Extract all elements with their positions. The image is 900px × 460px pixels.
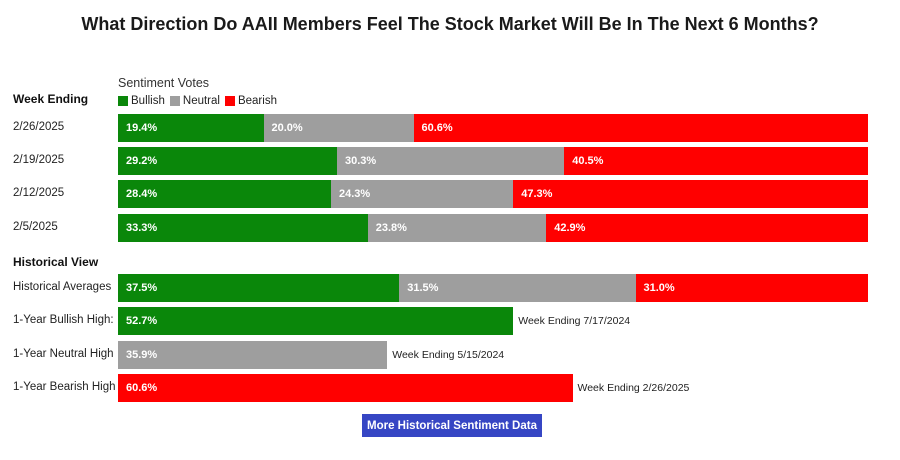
bar-segment-bullish: 52.7% [118,307,514,335]
data-label-neutral: 31.5% [407,282,439,294]
legend-label-bearish: Bearish [237,95,277,107]
1-year-neutral-high-bar: 35.9% [118,341,868,369]
data-label-neutral: 20.0% [271,122,303,134]
data-label-neutral: 30.3% [345,155,377,167]
legend: Bullish Neutral Bearish [118,95,282,107]
data-label-bearish: 42.9% [554,222,586,234]
bar-segment-bullish: 37.5% [118,274,400,302]
1-year-bearish-high-bar: 60.6% [118,374,868,402]
data-label-bearish: 47.3% [521,188,553,200]
row-label-2-12-2025: 2/12/2025 [13,187,65,199]
bar-segment-bullish: 29.2% [118,147,337,175]
bar-segment-bearish: 40.5% [564,147,868,175]
chart-title: What Direction Do AAII Members Feel The … [81,14,819,34]
bar-segment-neutral: 24.3% [331,180,514,208]
bar-segment-bullish: 33.3% [118,214,368,242]
row-label-2-19-2025: 2/19/2025 [13,154,65,166]
data-label-bearish: 31.0% [643,282,675,294]
data-label-bearish: 40.5% [572,155,604,167]
bar-segment-neutral: 20.0% [263,114,414,142]
bar-segment-bearish: 47.3% [513,180,868,208]
week-2-12-2025-bar: 28.4% 24.3% 47.3% [118,180,868,208]
row-label-historical-averages: Historical Averages [13,281,112,293]
week-ending-note: Week Ending 5/15/2024 [392,349,505,361]
legend-item-bearish: Bearish [224,95,277,107]
legend-label-neutral: Neutral [182,95,220,107]
data-label-neutral: 24.3% [339,188,371,200]
bar-segment-neutral: 23.8% [367,214,547,242]
more-historical-data-button[interactable]: More Historical Sentiment Data [362,414,542,437]
data-label-neutral: 23.8% [375,222,407,234]
legend-label-bullish: Bullish [131,95,165,107]
legend-title: Sentiment Votes [118,76,210,90]
bar-segment-bearish: 60.6% [413,114,868,142]
legend-swatch-bullish [118,96,128,106]
week-ending-note: Week Ending 2/26/2025 [577,382,690,394]
bar-segment-neutral: 35.9% [118,341,388,369]
section-heading-week-ending: Week Ending [13,92,89,106]
bar-segment-bullish: 19.4% [118,114,264,142]
bar-segment-neutral: 30.3% [337,147,565,175]
row-label-1-year-bearish-high: 1-Year Bearish High [13,381,116,393]
row-label-2-5-2025: 2/5/2025 [13,221,58,233]
week-ending-note: Week Ending 7/17/2024 [518,315,631,327]
data-label-bullish: 19.4% [126,122,158,134]
bar-segment-bearish: 42.9% [546,214,868,242]
week-2-5-2025-bar: 33.3% 23.8% 42.9% [118,214,868,242]
data-label-neutral: 35.9% [126,349,158,361]
section-heading-historical-view: Historical View [13,255,99,269]
week-2-26-2025-bar: 19.4% 20.0% 60.6% [118,114,868,142]
legend-swatch-bearish [224,96,235,106]
bar-segment-neutral: 31.5% [399,274,636,302]
row-label-1-year-neutral-high: 1-Year Neutral High [13,348,114,360]
data-label-bearish: 60.6% [421,122,453,134]
week-2-19-2025-bar: 29.2% 30.3% 40.5% [118,147,868,175]
data-label-bullish: 28.4% [126,188,158,200]
data-label-bullish: 29.2% [126,155,158,167]
historical-averages-bar: 37.5% 31.5% 31.0% [118,274,868,302]
row-label-1-year-bullish-high: 1-Year Bullish High: [13,314,114,326]
data-label-bullish: 33.3% [126,222,158,234]
row-label-2-26-2025: 2/26/2025 [13,121,65,133]
legend-swatch-neutral [169,96,180,106]
bar-segment-bullish: 28.4% [118,180,331,208]
legend-item-neutral: Neutral [169,95,220,107]
bar-segment-bearish: 60.6% [118,374,573,402]
1-year-bullish-high-bar: 52.7% [118,307,868,335]
legend-item-bullish: Bullish [118,95,165,107]
data-label-bearish: 60.6% [126,382,158,394]
bar-segment-bearish: 31.0% [635,274,868,302]
data-label-bullish: 37.5% [126,282,158,294]
data-label-bullish: 52.7% [126,315,158,327]
